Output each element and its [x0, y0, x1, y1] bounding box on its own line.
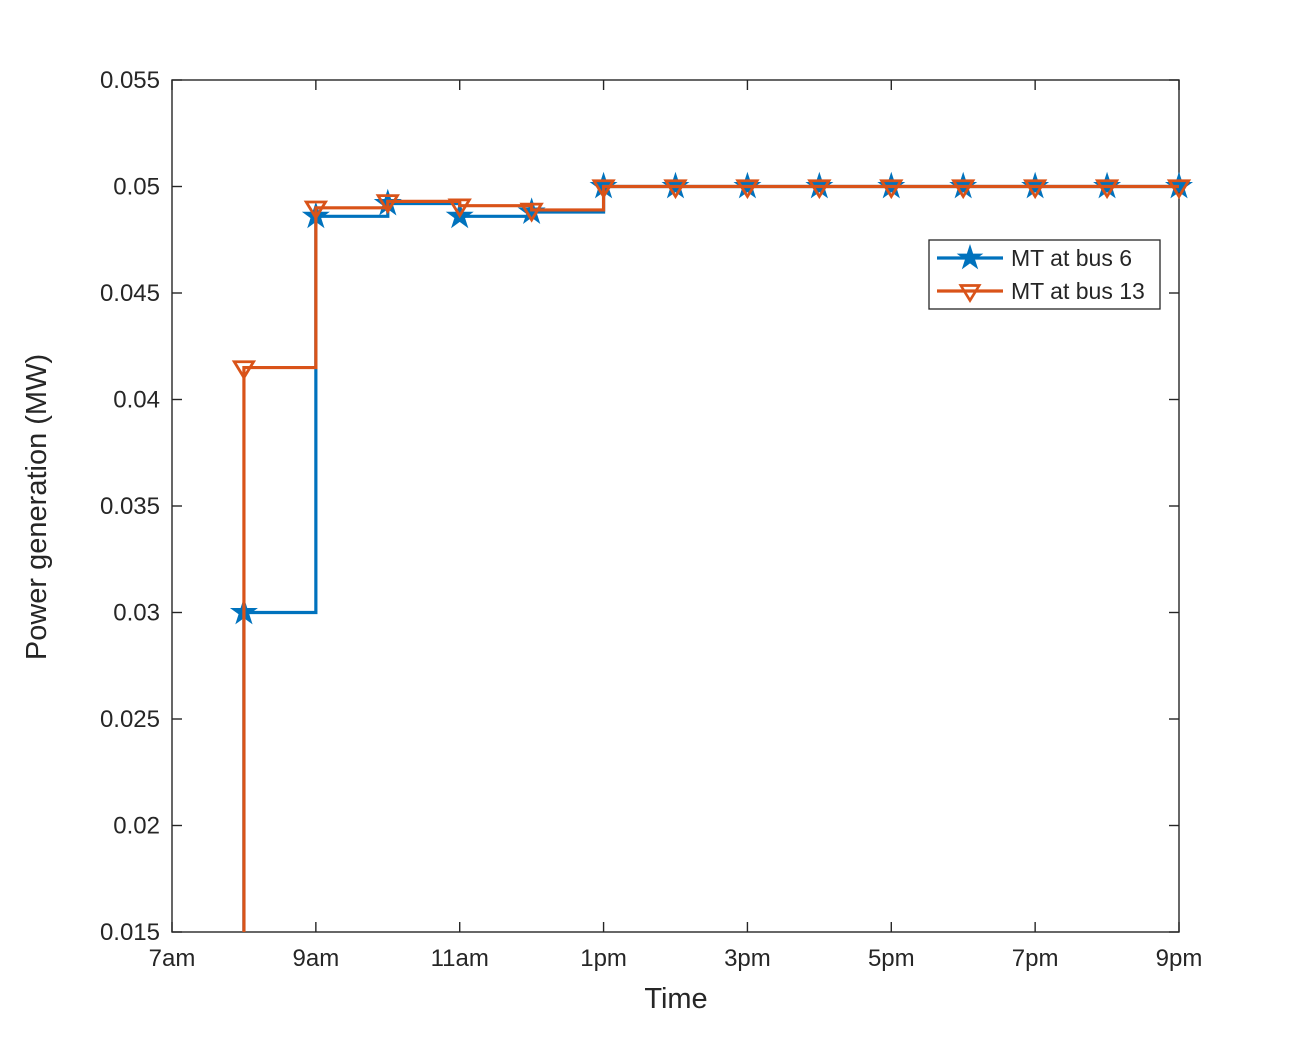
triangle-down-marker [958, 284, 982, 304]
triangle-down-marker [663, 179, 688, 200]
triangle-down-marker [375, 194, 400, 215]
triangle-down-marker [1022, 179, 1048, 200]
legend-layer: MT at bus 6 MT at bus 13 [928, 239, 1161, 310]
x-tick-label: 11am [431, 945, 489, 972]
x-tick-label: 7pm [1012, 945, 1059, 972]
legend-entry-label: MT at bus 6 [1011, 245, 1132, 271]
x-tick-label: 7am [149, 945, 196, 972]
triangle-down-marker [879, 179, 904, 200]
triangle-down-marker [591, 179, 616, 200]
triangle-down-marker [231, 360, 257, 381]
y-tick-label: 0.03 [113, 600, 160, 627]
legend-entry-2: MT at bus 13 [937, 278, 1145, 304]
triangle-down-marker [447, 198, 472, 219]
axes-layer: 7am 9am 11am 1pm 3pm 5pm 7pm 9pm 0.015 0.02 0.025 0… [100, 67, 1202, 972]
y-tick-label: 0.045 [100, 280, 160, 307]
x-tick-label: 1pm [580, 945, 627, 972]
series-layer [229, 171, 1194, 932]
y-tick-label: 0.02 [113, 813, 160, 840]
pentagram-marker [956, 244, 984, 270]
triangle-down-marker [951, 179, 976, 200]
triangle-down-marker [807, 179, 832, 200]
y-axis-label: Power generation (MW) [21, 354, 53, 660]
triangle-down-marker [519, 202, 544, 223]
x-tick-label: 9pm [1156, 945, 1203, 972]
legend-entry-1: MT at bus 6 [937, 244, 1132, 271]
y-tick-label: 0.05 [113, 174, 160, 201]
x-tick-label: 9am [293, 945, 340, 972]
x-tick-label: 3pm [724, 945, 771, 972]
y-tick-label: 0.015 [100, 919, 160, 946]
y-tick-label: 0.035 [100, 493, 160, 520]
y-tick-label: 0.04 [113, 387, 160, 414]
triangle-down-marker [303, 200, 329, 221]
y-tick-label: 0.025 [100, 706, 160, 733]
triangle-down-marker [735, 179, 760, 200]
series-markers-mt-at-bus-13 [231, 179, 1192, 381]
legend-entry-label: MT at bus 13 [1011, 278, 1145, 304]
x-axis-label: Time [644, 983, 707, 1015]
triangle-down-marker [1094, 179, 1120, 200]
x-tick-label: 5pm [868, 945, 915, 972]
y-tick-label: 0.055 [100, 67, 160, 94]
series-line-mt-at-bus-13 [242, 184, 1179, 932]
triangle-down-marker [1166, 179, 1192, 200]
